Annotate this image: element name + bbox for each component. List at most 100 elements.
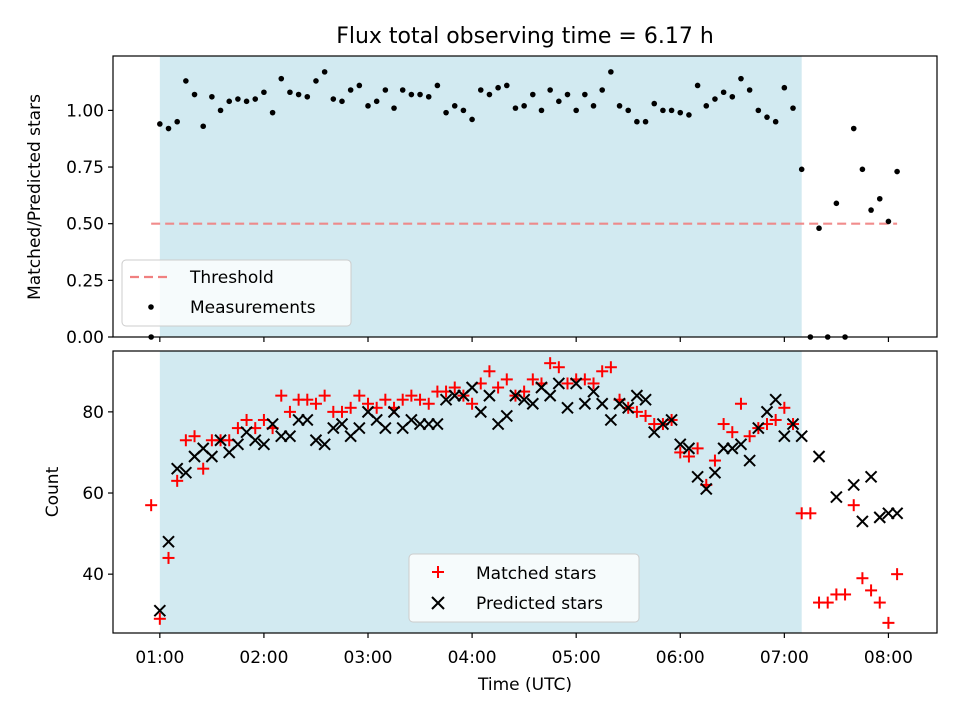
measurement-point [486,91,493,98]
measurement-point [399,87,406,93]
matched-star-point [561,377,574,390]
matched-star-point [309,397,322,410]
xtick-label: 05:00 [552,648,601,668]
predicted-star-point [561,401,574,415]
measurement-point [313,78,319,84]
measurement-point [521,103,527,109]
measurement-point [746,87,753,93]
matched-star-point [691,442,704,455]
predicted-star-point [708,466,722,479]
measurement-point [790,105,796,111]
predicted-star-point [674,438,687,451]
measurement-point [382,87,389,93]
predicted-star-point [856,515,869,528]
predicted-star-point [153,604,167,617]
ratio-x-ticks [159,337,890,342]
predicted-star-point [439,393,453,406]
measurement-point [235,96,241,102]
matched-star-point [596,365,609,378]
measurement-point [451,103,458,109]
measurement-point [573,107,579,114]
matched-star-point [145,499,158,512]
predicted-star-point [474,405,487,419]
matched-star-point [856,572,869,585]
measurement-point [850,125,857,132]
predicted-star-point [682,442,696,455]
measurements-series [148,69,900,340]
matched-star-point [847,499,860,512]
predicted-star-point [405,413,418,427]
matched-star-point [353,389,366,402]
matched-star-point [171,474,184,487]
measurement-point [772,118,779,125]
predicted-star-point [795,430,808,443]
measurement-point [252,96,259,102]
matched-star-point [362,397,375,410]
measurement-point [226,98,233,105]
measurement-point [408,91,415,98]
predicted-star-point [283,430,297,443]
measurement-point [477,87,484,93]
predicted-star-point [726,442,739,455]
measurement-point [885,218,892,225]
xtick-label: 02:00 [239,648,288,668]
predicted-star-point [890,507,904,520]
measurement-point [642,118,649,125]
ytick-label: 0.50 [66,215,104,235]
measurement-point [330,96,337,102]
predicted-star-point [205,450,219,463]
predicted-star-point [778,430,791,443]
matched-star-point [873,596,886,609]
measurement-point [530,91,536,98]
predicted-star-point [517,393,531,406]
predicted-star-point [526,397,540,410]
matched-star-point [778,401,791,414]
predicted-star-point [873,511,886,524]
measurement-point [287,89,293,96]
predicted-star-point [864,470,878,483]
measurement-point [781,84,788,91]
matched-star-point [396,393,409,406]
ratio-y-ticks: 0.00 0.25 0.50 0.75 1.00 [66,101,113,348]
predicted-star-point [353,421,366,435]
matched-star-point [283,405,296,418]
measurement-point [503,82,510,89]
count-axes-frame [112,350,938,634]
measurement-point [729,93,736,100]
predicted-star-point [335,417,349,431]
predicted-stars-series [153,377,904,617]
measurement-point [365,103,371,109]
matched-star-point [717,418,730,431]
chart-title: Flux total observing time = 6.17 h [336,24,714,49]
measurement-point [660,107,666,114]
predicted-star-point [387,405,401,419]
matched-star-point [544,357,557,370]
ytick-label: 0.75 [66,158,104,178]
matched-star-point [335,405,348,418]
measurement-point [269,109,276,116]
ylabel-count: Count [43,466,63,517]
ytick-label: 0.25 [66,271,104,291]
legend-predicted-swatch [431,596,445,610]
predicted-star-point [734,438,748,451]
measurement-point [816,225,822,232]
matched-star-point [275,389,288,402]
measurement-point [616,103,623,109]
predicted-star-point [318,438,331,451]
measurement-point [859,166,866,173]
predicted-star-point [752,421,765,435]
legend-matched-swatch [432,566,444,578]
measurement-point [295,91,302,98]
measurement-point [209,93,215,100]
matched-star-point [734,397,747,410]
measurement-point [608,69,614,75]
predicted-star-point [769,393,782,406]
measurement-point [495,84,501,91]
predicted-star-point [543,389,557,402]
measurement-point [417,91,423,98]
measurement-point [183,78,189,84]
measurement-point [712,96,718,102]
measurement-point [634,118,640,125]
predicted-star-point [639,393,652,406]
matched-star-point [726,426,739,439]
